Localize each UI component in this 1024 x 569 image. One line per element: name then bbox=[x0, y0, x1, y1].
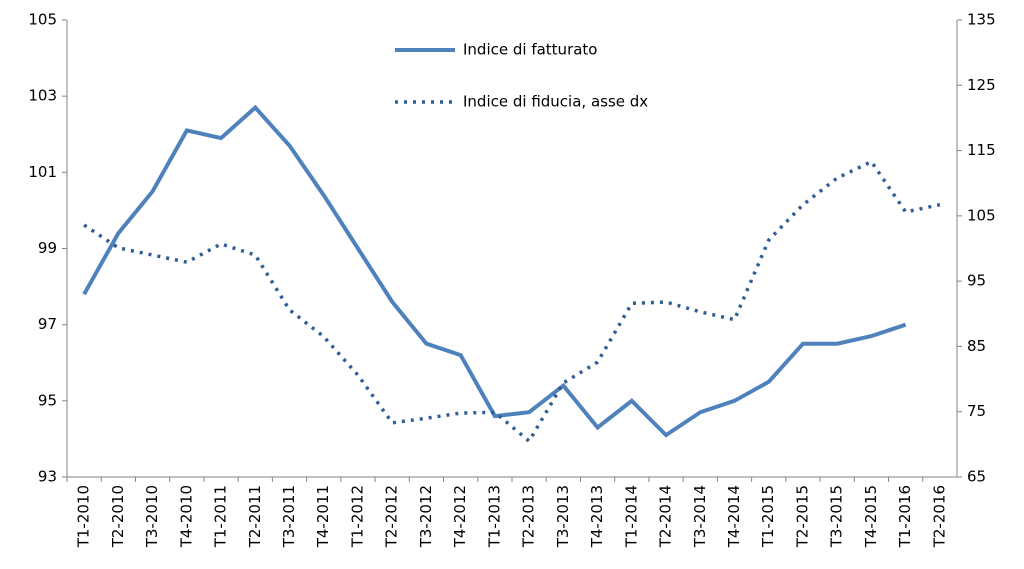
series-line bbox=[83, 159, 941, 444]
y2-tick-label: 85 bbox=[967, 337, 986, 355]
y2-tick-label: 115 bbox=[967, 141, 996, 159]
x-tick-label: T3-2012 bbox=[417, 485, 435, 548]
x-tick-label: T2-2014 bbox=[657, 485, 675, 548]
y2-tick-label: 65 bbox=[967, 468, 986, 486]
y2-tick-label: 135 bbox=[967, 11, 996, 29]
x-tick-label: T2-2010 bbox=[109, 485, 127, 548]
x-tick-label: T4-2012 bbox=[451, 485, 469, 548]
x-tick-label: T4-2015 bbox=[862, 485, 880, 548]
x-tick-label: T1-2011 bbox=[212, 485, 230, 548]
x-tick-label: T2-2015 bbox=[793, 485, 811, 548]
y-tick-label: 93 bbox=[38, 468, 57, 486]
x-tick-label: T3-2010 bbox=[143, 485, 161, 548]
y-tick-label: 95 bbox=[38, 391, 57, 409]
x-tick-label: T1-2016 bbox=[896, 485, 914, 548]
y-tick-label: 101 bbox=[28, 163, 57, 181]
series-line bbox=[82, 104, 907, 438]
y2-tick-label: 105 bbox=[967, 206, 996, 224]
x-tick-label: T4-2013 bbox=[588, 485, 606, 548]
x-tick-label: T1-2015 bbox=[759, 485, 777, 548]
x-tick-label: T4-2014 bbox=[725, 485, 743, 548]
x-tick-label: T2-2016 bbox=[930, 485, 948, 548]
y2-tick-label: 75 bbox=[967, 402, 986, 420]
y-tick-label: 105 bbox=[28, 11, 57, 29]
y2-tick-label: 95 bbox=[967, 272, 986, 290]
x-tick-label: T4-2010 bbox=[177, 485, 195, 548]
x-tick-label: T1-2014 bbox=[622, 485, 640, 548]
legend-label: Indice di fatturato bbox=[463, 41, 597, 59]
x-tick-label: T3-2013 bbox=[554, 485, 572, 548]
y-tick-label: 97 bbox=[38, 315, 57, 333]
y-tick-label: 103 bbox=[28, 87, 57, 105]
y-tick-label: 99 bbox=[38, 239, 57, 257]
x-tick-label: T2-2013 bbox=[520, 485, 538, 548]
y2-tick-label: 125 bbox=[967, 76, 996, 94]
legend-label: Indice di fiducia, asse dx bbox=[463, 93, 648, 111]
x-tick-label: T4-2011 bbox=[314, 485, 332, 548]
x-tick-label: T3-2015 bbox=[828, 485, 846, 548]
x-tick-label: T2-2011 bbox=[246, 485, 264, 548]
x-tick-label: T3-2014 bbox=[691, 485, 709, 548]
x-tick-label: T3-2011 bbox=[280, 485, 298, 548]
x-tick-label: T2-2012 bbox=[383, 485, 401, 548]
x-tick-label: T1-2012 bbox=[348, 485, 366, 548]
x-tick-label: T1-2013 bbox=[485, 485, 503, 548]
x-tick-label: T1-2010 bbox=[75, 485, 93, 548]
